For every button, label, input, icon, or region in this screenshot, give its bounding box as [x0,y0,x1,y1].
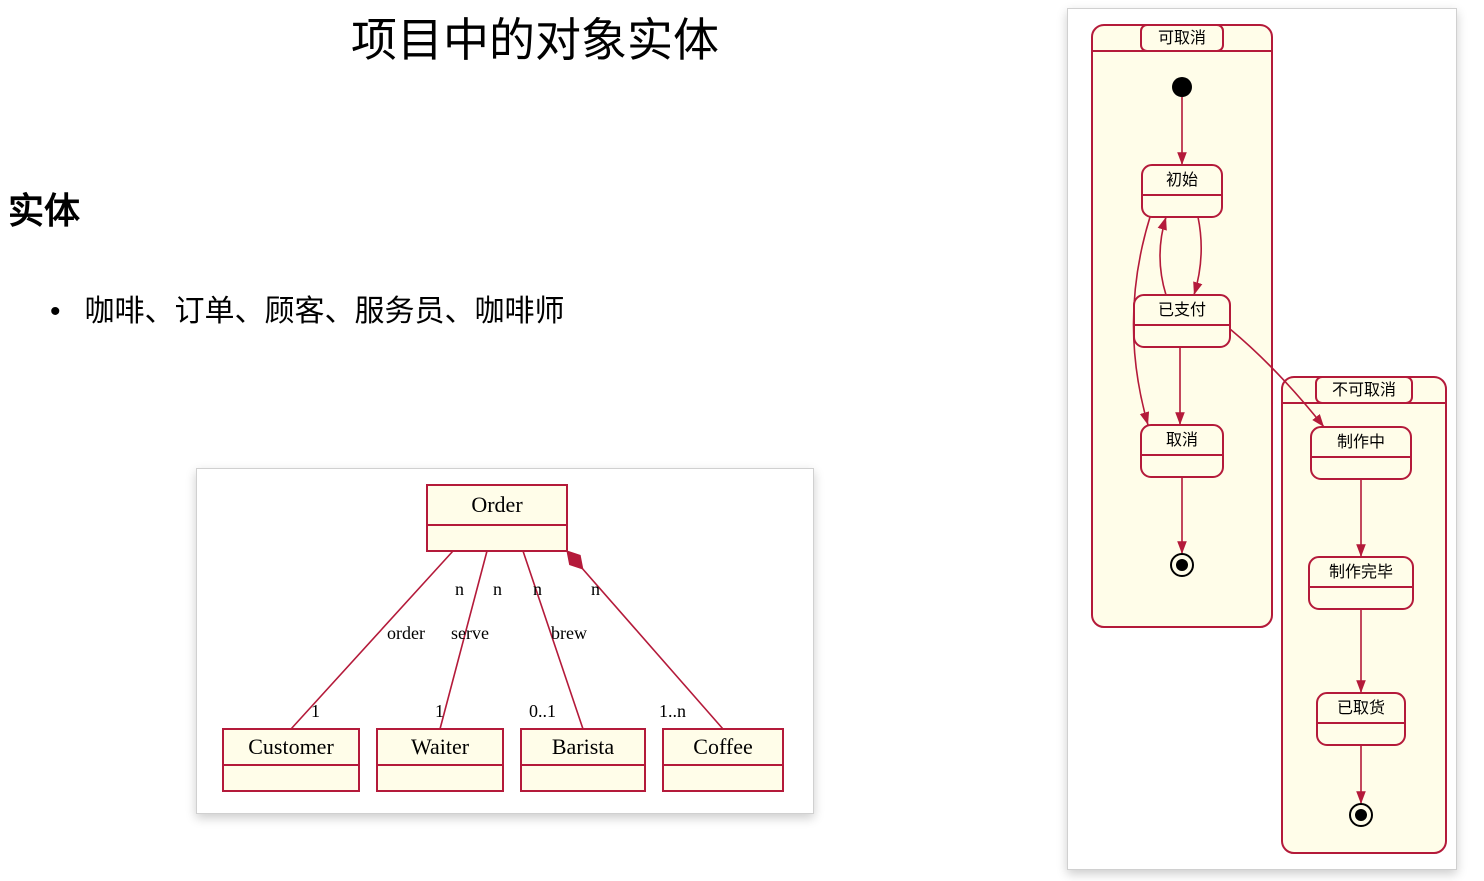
state-label-cancelled: 取消 [1166,431,1198,449]
page-title: 项目中的对象实体 [0,4,1070,70]
pseudo-final-inner [1176,559,1188,571]
class-label-order: Order [471,492,523,517]
state-label-paid: 已支付 [1158,301,1206,319]
class-label-coffee: Coffee [693,734,752,759]
region-label-cancellable: 可取消 [1158,29,1206,47]
state-label-initial: 初始 [1166,171,1198,189]
section-heading: 实体 [8,182,80,234]
bullet-text: 咖啡、订单、顾客、服务员、咖啡师 [85,286,565,330]
svg-text:1: 1 [435,701,444,721]
bullet-dot-icon: • [50,297,61,327]
svg-text:brew: brew [551,623,587,643]
svg-text:0..1: 0..1 [529,701,556,721]
state-label-made: 制作完毕 [1329,563,1393,581]
state-diagram-svg: 可取消不可取消 初始已支付取消 制作中制作完毕已取货 [1068,9,1456,869]
svg-text:1: 1 [311,701,320,721]
class-diagram-svg: n 1 order n 1 serve n 0..1 brew n 1..n Order Custome… [197,469,813,813]
bullet-row: • 咖啡、订单、顾客、服务员、咖啡师 [50,286,565,330]
svg-text:n: n [533,579,542,599]
svg-text:n: n [591,579,600,599]
pseudo-final-inner [1355,809,1367,821]
svg-text:n: n [455,579,464,599]
state-label-making: 制作中 [1337,433,1385,451]
pseudo-initial [1172,77,1192,97]
state-label-picked: 已取货 [1337,699,1385,717]
svg-text:order: order [387,623,425,643]
region-label-notcancel: 不可取消 [1332,381,1396,399]
class-diagram-panel: n 1 order n 1 serve n 0..1 brew n 1..n Order Custome… [196,468,814,814]
svg-text:1..n: 1..n [659,701,686,721]
svg-text:serve: serve [451,623,489,643]
state-diagram-panel: 可取消不可取消 初始已支付取消 制作中制作完毕已取货 [1067,8,1457,870]
class-label-customer: Customer [248,734,334,759]
class-label-waiter: Waiter [411,734,470,759]
svg-text:n: n [493,579,502,599]
class-label-barista: Barista [552,734,615,759]
